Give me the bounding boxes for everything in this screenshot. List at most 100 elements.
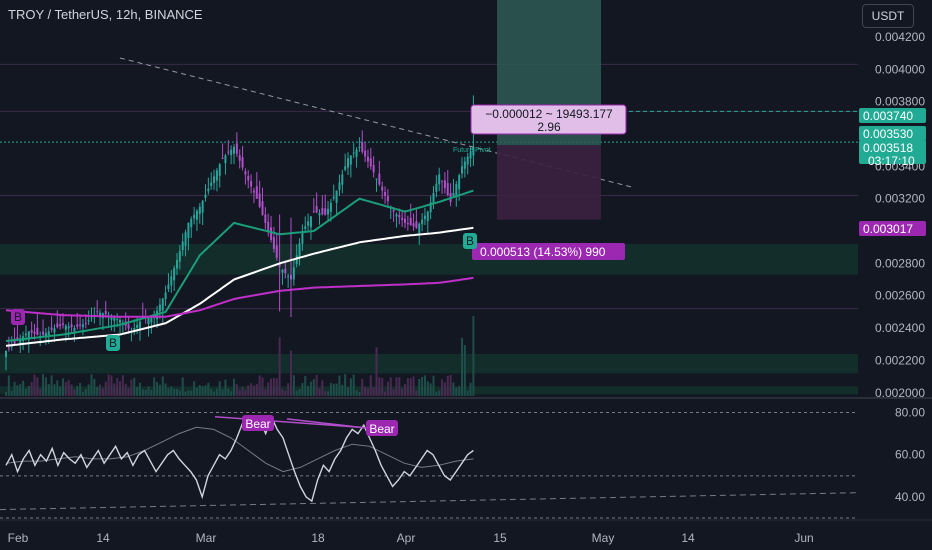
volume-bar xyxy=(138,382,141,396)
volume-bar xyxy=(124,383,127,396)
volume-bar xyxy=(315,374,318,396)
volume-bar xyxy=(221,389,224,396)
candle-body xyxy=(64,325,67,330)
volume-bar xyxy=(73,389,76,396)
candle-body xyxy=(190,218,193,228)
volume-bar xyxy=(386,381,389,396)
candle-body xyxy=(184,232,187,246)
candle-body xyxy=(267,222,270,232)
candle-body xyxy=(329,202,332,212)
candle-body xyxy=(213,176,216,183)
volume-bar xyxy=(463,345,466,396)
candle-body xyxy=(392,210,395,212)
volume-bar xyxy=(309,381,312,396)
volume-bar xyxy=(5,392,7,396)
volume-bar xyxy=(133,377,136,396)
candle-body xyxy=(173,268,176,281)
volume-bar xyxy=(255,384,258,396)
candle-body xyxy=(438,174,441,185)
candle-body xyxy=(270,227,273,240)
volume-bar xyxy=(252,385,255,396)
rsi-y-tick-label: 40.00 xyxy=(895,490,925,504)
candle-body xyxy=(150,317,153,323)
volume-bar xyxy=(42,374,45,396)
volume-bar xyxy=(59,386,62,396)
candle-body xyxy=(332,196,335,199)
volume-bar xyxy=(79,383,82,396)
volume-bar xyxy=(67,380,70,396)
candle-body xyxy=(401,217,404,221)
candle-body xyxy=(386,196,389,202)
volume-bar xyxy=(250,383,253,396)
candle-body xyxy=(224,155,227,164)
candle-body xyxy=(10,345,13,347)
price-tag-countdown: 03:17:10 xyxy=(868,154,915,168)
candle-body xyxy=(221,157,224,159)
candle-body xyxy=(210,182,213,186)
candle-body xyxy=(307,221,310,226)
candle-body xyxy=(230,149,233,156)
support-zone-upper xyxy=(0,243,858,275)
candle-body xyxy=(455,184,458,197)
volume-bar xyxy=(443,382,446,396)
volume-bar xyxy=(50,375,53,396)
volume-bar xyxy=(384,391,387,396)
volume-bar xyxy=(404,384,406,396)
candle-body xyxy=(284,268,287,274)
volume-bar xyxy=(181,377,184,396)
price-tag xyxy=(859,108,926,123)
price-tag-value: 0.003518 xyxy=(863,141,913,155)
volume-bar xyxy=(161,376,164,396)
volume-bar xyxy=(455,387,458,396)
x-tick-label: May xyxy=(592,531,615,545)
candle-body xyxy=(227,151,230,153)
volume-bar xyxy=(321,380,324,396)
candle-body xyxy=(429,202,432,213)
candle-body xyxy=(355,149,358,157)
volume-bar xyxy=(116,378,119,396)
volume-bar xyxy=(272,377,275,396)
candle-body xyxy=(458,175,461,190)
volume-bar xyxy=(235,384,238,396)
candle-body xyxy=(133,328,136,330)
candle-body xyxy=(178,250,181,262)
volume-bar xyxy=(372,387,375,396)
volume-bar xyxy=(278,337,281,396)
volume-bar xyxy=(312,379,315,396)
candle-body xyxy=(5,350,7,358)
candle-body xyxy=(423,215,426,220)
candle-body xyxy=(215,170,218,181)
candle-body xyxy=(344,166,347,170)
position-top-label-box xyxy=(470,104,627,135)
volume-bar xyxy=(290,350,292,396)
buy-marker-label: B xyxy=(109,336,117,350)
candle-body xyxy=(84,323,87,325)
volume-bar xyxy=(210,388,213,396)
bear-label-box xyxy=(242,415,274,431)
volume-bar xyxy=(335,383,338,396)
candle-body xyxy=(272,237,275,249)
volume-bar xyxy=(13,381,16,396)
currency-button[interactable]: USDT xyxy=(862,4,914,28)
volume-bar xyxy=(241,387,244,396)
volume-bar xyxy=(127,388,130,396)
candle-body xyxy=(426,211,429,222)
candle-body xyxy=(378,173,381,185)
volume-bar xyxy=(375,347,378,396)
candle-body xyxy=(463,161,466,169)
candle-body xyxy=(341,174,344,185)
candle-body xyxy=(247,175,250,181)
candle-body xyxy=(309,216,312,228)
candle-body xyxy=(116,318,119,320)
volume-bar xyxy=(195,387,198,396)
x-tick-label: Jun xyxy=(794,531,813,545)
volume-bar xyxy=(44,377,47,396)
x-tick-label: Feb xyxy=(8,531,29,545)
candle-body xyxy=(472,146,475,156)
y-tick-label: 0.004000 xyxy=(875,62,925,76)
volume-bar xyxy=(369,375,372,396)
candle-body xyxy=(70,324,73,328)
candle-body xyxy=(252,190,255,193)
volume-bar xyxy=(287,383,290,396)
